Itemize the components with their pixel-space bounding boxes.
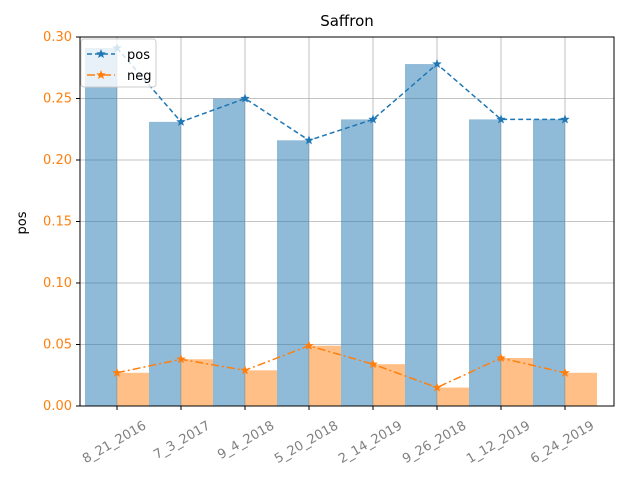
point-neg	[496, 353, 506, 363]
point-pos	[496, 114, 506, 124]
x-tick-label: 8_21_2016	[80, 418, 149, 466]
x-tick-label: 9_4_2018	[215, 418, 277, 462]
bars	[85, 48, 597, 407]
bar-pos	[405, 64, 437, 406]
x-tick-label: 6_24_2019	[528, 418, 597, 466]
point-pos	[304, 135, 314, 145]
y-tick-label: 0.10	[43, 276, 72, 291]
bar-neg	[309, 345, 341, 406]
bar-pos	[213, 98, 245, 406]
point-pos	[240, 93, 250, 103]
bar-neg	[373, 364, 405, 406]
bar-pos	[149, 121, 181, 407]
series-line-pos	[116, 47, 565, 142]
y-ticks: 0.00 0.05 0.10 0.15 0.20 0.25 0.30	[43, 30, 80, 414]
y-tick-label: 0.30	[43, 30, 72, 45]
series-line-neg	[116, 344, 566, 389]
y-tick-label: 0.25	[43, 92, 72, 107]
y-tick-label: 0.05	[43, 338, 72, 353]
bar-neg	[565, 372, 597, 406]
point-neg	[176, 354, 186, 364]
x-tick-label: 9_26_2018	[400, 418, 469, 466]
bar-neg	[245, 370, 277, 406]
point-neg	[368, 359, 378, 369]
bar-pos	[85, 48, 117, 406]
point-pos	[368, 114, 378, 124]
y-tick-label: 0.00	[43, 399, 72, 414]
bar-neg	[117, 372, 149, 406]
point-neg	[112, 367, 122, 377]
bar-pos	[469, 119, 501, 406]
legend-pos-label: pos	[127, 48, 150, 63]
x-tick-label: 7_3_2017	[151, 418, 213, 462]
bar-neg	[501, 358, 533, 406]
point-neg	[432, 382, 442, 392]
y-tick-label: 0.15	[43, 215, 72, 230]
legend: pos neg	[80, 38, 157, 88]
point-neg	[560, 367, 570, 377]
point-pos	[432, 59, 442, 69]
legend-neg-star-icon	[96, 70, 106, 80]
x-tick-label: 1_12_2019	[464, 418, 533, 466]
y-axis-label: pos	[15, 211, 30, 234]
point-pos	[560, 114, 570, 124]
point-neg	[304, 340, 314, 350]
bar-pos	[341, 119, 373, 406]
y-tick-label: 0.20	[43, 153, 72, 168]
x-tick-label: 5_20_2018	[272, 418, 341, 466]
legend-pos-star-icon	[96, 49, 106, 59]
bar-neg	[181, 359, 213, 406]
legend-neg-label: neg	[127, 69, 152, 84]
point-pos	[176, 116, 186, 126]
x-ticks: 8_21_2016 7_3_2017 9_4_20185_20_20182_14_2…	[80, 406, 597, 467]
x-tick-label: 2_14_2019	[336, 418, 405, 466]
bar-pos	[277, 140, 309, 406]
point-neg	[240, 365, 250, 375]
bar-neg	[437, 387, 469, 406]
bar-pos	[533, 119, 565, 406]
chart-title: Saffron	[320, 12, 374, 30]
